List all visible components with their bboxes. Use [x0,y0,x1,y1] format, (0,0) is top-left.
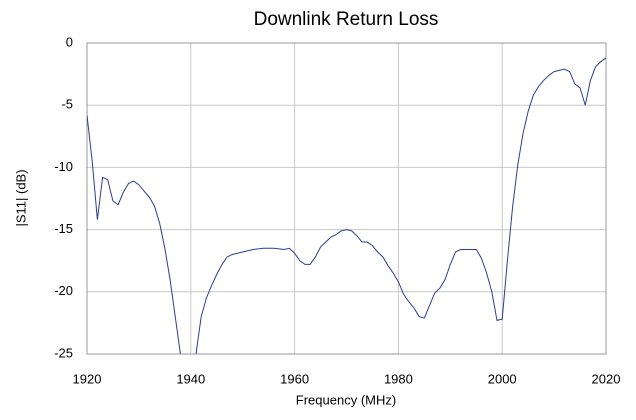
data-line [87,57,606,354]
y-tick-label: 0 [66,34,73,49]
plot-frame [86,42,607,355]
y-tick-label: -25 [54,345,73,360]
y-tick-label: -10 [54,159,73,174]
x-tick-label: 1980 [384,371,413,386]
y-tick-label: -20 [54,283,73,298]
x-axis-label: Frequency (MHz) [296,392,396,407]
y-tick-label: -5 [61,97,73,112]
y-tick-label: -15 [54,221,73,236]
x-tick-label: 2000 [488,371,517,386]
x-tick-label: 2020 [592,371,621,386]
x-tick-label: 1960 [280,371,309,386]
x-tick-label: 1920 [73,371,102,386]
x-tick-label: 1940 [176,371,205,386]
chart-title: Downlink Return Loss [254,9,439,30]
y-axis-label: |S11| (dB) [13,169,28,226]
